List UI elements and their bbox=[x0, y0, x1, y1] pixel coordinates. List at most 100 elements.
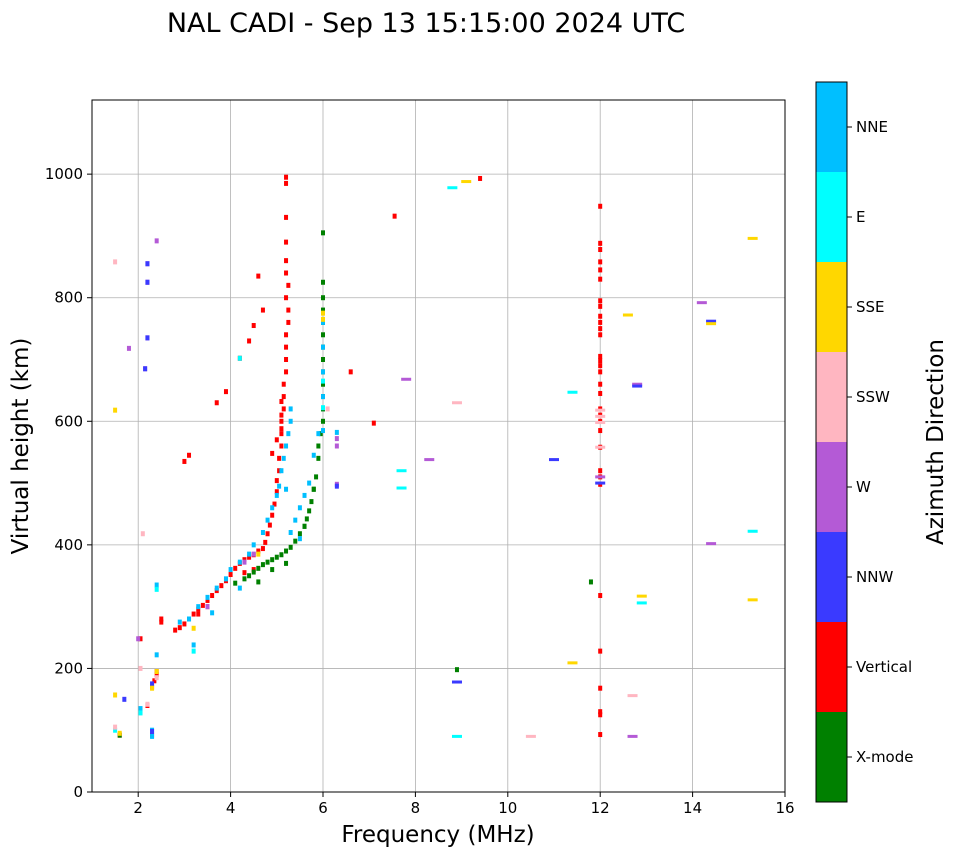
data-point-w bbox=[334, 443, 339, 449]
data-point-x-mode bbox=[588, 579, 593, 585]
x-tick-label: 16 bbox=[775, 799, 794, 817]
data-point-vertical bbox=[598, 712, 603, 718]
data-point-vertical bbox=[598, 276, 603, 282]
x-axis-ticks: 2 4 6 8 10 12 14 16 bbox=[133, 792, 795, 817]
data-point-sse bbox=[113, 407, 118, 413]
colorbar-swatch bbox=[816, 532, 847, 622]
x-tick-label: 8 bbox=[411, 799, 421, 817]
data-point-nne bbox=[279, 468, 284, 474]
data-point-ssw bbox=[325, 406, 330, 412]
data-point-vertical bbox=[274, 489, 279, 495]
data-point-nne bbox=[297, 536, 302, 542]
data-point-nne bbox=[277, 483, 282, 489]
data-point-vertical bbox=[598, 313, 603, 319]
data-point-ssw bbox=[154, 675, 159, 681]
grid-lines bbox=[92, 100, 786, 793]
data-point-vertical bbox=[263, 539, 268, 545]
data-point-x-mode bbox=[260, 562, 265, 568]
data-point-vertical bbox=[219, 583, 224, 589]
data-point-nne bbox=[297, 505, 302, 511]
data-point-vertical bbox=[284, 357, 289, 362]
data-point-vertical bbox=[228, 572, 233, 578]
data-point-x-mode bbox=[318, 431, 323, 437]
plot-frame bbox=[91, 99, 786, 793]
data-point-sse bbox=[256, 551, 261, 557]
data-point-e bbox=[154, 586, 159, 592]
data-point-nne bbox=[321, 319, 325, 325]
data-point-e bbox=[138, 710, 143, 716]
data-point-sse bbox=[113, 692, 118, 698]
colorbar-label: Azimuth Direction bbox=[923, 339, 949, 545]
colorbar-frame bbox=[815, 81, 848, 803]
data-point-x-mode bbox=[316, 455, 321, 461]
data-point-x-mode bbox=[454, 667, 459, 673]
x-axis-label: Frequency (MHz) bbox=[341, 822, 534, 848]
data-point-vertical bbox=[200, 602, 205, 608]
data-point-ssw bbox=[145, 701, 150, 707]
data-point-vertical bbox=[272, 501, 277, 507]
data-point-vertical bbox=[348, 369, 353, 375]
data-point-nne bbox=[150, 733, 155, 739]
data-point-e bbox=[396, 486, 407, 490]
data-point-vertical bbox=[247, 554, 252, 560]
data-point-x-mode bbox=[307, 508, 312, 514]
data-point-vertical bbox=[286, 282, 291, 288]
data-point-nne bbox=[187, 616, 192, 622]
data-point-x-mode bbox=[304, 516, 309, 522]
data-point-vertical bbox=[598, 326, 603, 332]
data-point-vertical bbox=[274, 437, 279, 443]
data-point-nnw bbox=[632, 384, 643, 388]
data-point-vertical bbox=[598, 267, 603, 273]
data-point-vertical bbox=[284, 332, 289, 338]
data-point-nnw bbox=[595, 481, 606, 485]
colorbar-label-item: Vertical bbox=[856, 658, 912, 676]
data-point-vertical bbox=[598, 363, 603, 369]
data-point-vertical bbox=[598, 648, 603, 654]
data-point-vertical bbox=[214, 400, 219, 406]
colorbar-label-item: NNW bbox=[856, 568, 893, 586]
data-point-vertical bbox=[284, 369, 289, 375]
data-point-vertical bbox=[284, 270, 289, 276]
data-point-vertical bbox=[196, 611, 201, 617]
data-point-ssw bbox=[140, 531, 145, 537]
data-points bbox=[113, 174, 758, 739]
data-point-vertical bbox=[159, 616, 164, 622]
data-point-x-mode bbox=[321, 418, 325, 424]
data-point-vertical bbox=[478, 175, 483, 181]
y-tick-label: 800 bbox=[54, 289, 83, 307]
data-point-vertical bbox=[279, 412, 284, 418]
data-point-vertical bbox=[279, 418, 284, 424]
data-point-vertical bbox=[281, 406, 286, 412]
data-point-e bbox=[396, 469, 407, 473]
data-point-vertical bbox=[154, 672, 159, 678]
data-point-nne bbox=[281, 455, 286, 461]
data-point-vertical bbox=[284, 239, 289, 245]
data-point-nne bbox=[177, 619, 182, 625]
colorbar-swatch bbox=[816, 172, 847, 262]
data-point-vertical bbox=[152, 678, 157, 684]
data-point-x-mode bbox=[321, 230, 325, 236]
data-point-w bbox=[126, 345, 131, 351]
data-point-w bbox=[595, 475, 606, 479]
data-point-vertical bbox=[256, 273, 261, 279]
data-point-ssw bbox=[627, 694, 638, 698]
data-point-vertical bbox=[598, 203, 603, 209]
data-point-e bbox=[447, 186, 458, 190]
data-point-nne bbox=[321, 369, 325, 375]
data-point-nnw bbox=[145, 261, 150, 267]
data-point-sse bbox=[461, 180, 472, 184]
data-point-x-mode bbox=[321, 332, 325, 338]
data-point-vertical bbox=[279, 426, 284, 432]
data-point-x-mode bbox=[293, 538, 298, 544]
y-axis-label: Virtual height (km) bbox=[8, 338, 34, 555]
y-axis-ticks: 0 200 400 600 800 1000 bbox=[45, 165, 92, 801]
data-point-vertical bbox=[598, 732, 603, 738]
data-point-vertical bbox=[277, 468, 282, 474]
data-point-vertical bbox=[598, 353, 603, 359]
y-tick-label: 200 bbox=[54, 659, 83, 677]
data-point-vertical bbox=[598, 593, 603, 599]
data-point-vertical bbox=[270, 512, 275, 518]
data-point-vertical bbox=[279, 399, 284, 405]
data-point-w bbox=[205, 604, 210, 610]
